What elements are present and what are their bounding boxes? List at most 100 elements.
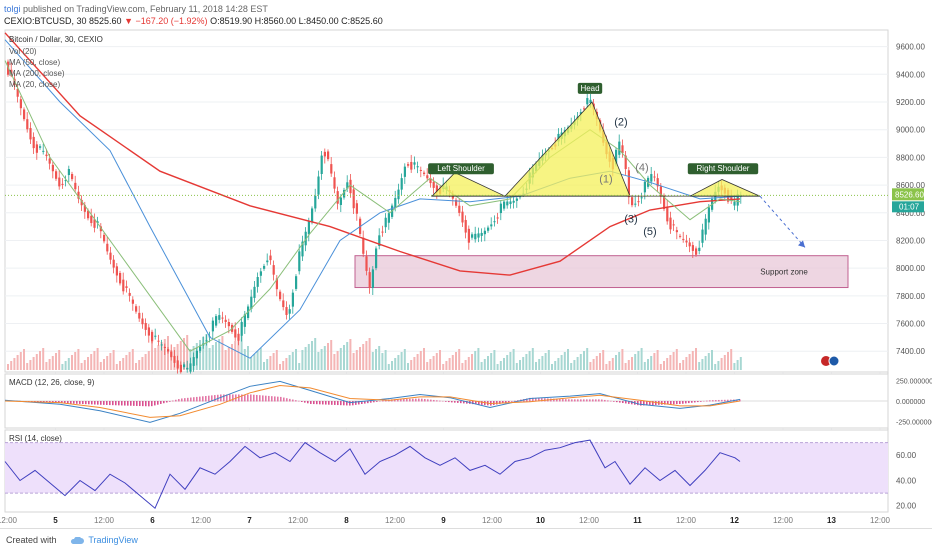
time-tick-label: 8 [344, 516, 349, 525]
candle-body [237, 333, 240, 341]
volume-bar [253, 354, 256, 370]
volume-bar [135, 363, 137, 370]
volume-bar [304, 347, 307, 370]
candle-body [211, 320, 214, 332]
candle-body [618, 141, 621, 155]
candle-body [387, 213, 390, 223]
candle-body [227, 322, 230, 327]
volume-bar [333, 354, 336, 370]
tradingview-link[interactable]: TradingView [70, 535, 138, 545]
volume-bar [711, 350, 713, 370]
candle-body [685, 240, 688, 243]
candle-body [464, 219, 467, 233]
volume-bar [320, 349, 323, 370]
last-price-value: 8526.60 [895, 190, 924, 199]
candle-body [170, 351, 173, 358]
candle-body [487, 227, 490, 231]
candle-body [730, 196, 733, 201]
macd-histogram-bar [175, 399, 177, 402]
volume-bar [96, 348, 99, 370]
volume-bar [640, 348, 643, 370]
candle-body [682, 238, 685, 240]
candle-body [119, 273, 122, 284]
volume-bar [650, 356, 653, 370]
volume-bar [144, 354, 147, 370]
macd-histogram-bar [571, 399, 573, 402]
macd-histogram-bar [415, 398, 417, 402]
volume-bar [599, 353, 601, 370]
volume-bar [583, 351, 585, 370]
volume-bar [298, 363, 301, 370]
candle-body [519, 196, 522, 198]
volume-bar [717, 361, 720, 370]
price-change: ▼ −167.20 (−1.92%) [124, 16, 208, 26]
rsi-panel: 60.00 40.00 20.00 RSI (14, close) [4, 429, 917, 513]
macd-histogram-bar [595, 399, 597, 402]
price-tick-label: 8800.00 [896, 153, 925, 162]
candle-body [733, 201, 736, 206]
candle-body [179, 364, 182, 373]
candle-body [323, 151, 326, 157]
volume-bar [413, 357, 416, 370]
candle-body [663, 195, 666, 210]
volume-bar [327, 343, 329, 370]
macd-histogram-bar [727, 399, 729, 402]
price-tick-label: 8600.00 [896, 181, 925, 190]
last-price-badge [892, 188, 924, 201]
macd-histogram-bar [100, 401, 102, 405]
price-tick-label: 7800.00 [896, 292, 925, 301]
candle-body [483, 230, 486, 235]
volume-bar [48, 359, 51, 370]
candle-body [218, 315, 221, 320]
candle-body [160, 344, 163, 346]
volume-bar [656, 350, 659, 370]
candle-body [656, 178, 659, 187]
volume-bar [707, 353, 710, 370]
volume-bar [247, 346, 249, 370]
macd-histogram-bar [307, 401, 309, 404]
volume-bar [323, 346, 326, 370]
volume-bar [109, 353, 112, 370]
macd-histogram-bar [538, 398, 540, 402]
volume-bar [563, 352, 566, 370]
legend-indicator: Vol (20) [9, 47, 37, 56]
macd-histogram-bar [586, 399, 588, 402]
macd-histogram-bar [508, 401, 510, 403]
macd-histogram-bar [202, 396, 204, 402]
volume-bar [659, 364, 662, 370]
volume-bar [474, 351, 477, 370]
macd-histogram-bar [505, 401, 507, 403]
time-tick-label: 9 [441, 516, 446, 525]
candle-body [285, 307, 288, 315]
volume-bar [45, 362, 48, 370]
macd-histogram-bar [64, 401, 66, 404]
macd-histogram-bar [154, 401, 156, 406]
projection-arrowhead [798, 240, 805, 248]
macd-histogram-bar [340, 401, 342, 406]
candle-body [435, 185, 438, 192]
candle-body [10, 69, 13, 74]
macd-label: MACD (12, 26, close, 9) [9, 378, 95, 387]
volume-bar [42, 348, 45, 370]
volume-bar [557, 358, 560, 370]
candle-body [679, 235, 682, 237]
macd-histogram-bar [655, 401, 657, 405]
author-name[interactable]: tolgi [4, 4, 21, 14]
macd-histogram-bar [541, 398, 543, 402]
volume-bar [666, 358, 669, 370]
candle-body [221, 317, 224, 319]
volume-bar [579, 354, 582, 370]
symbol-quote: CEXIO:BTCUSD, 30 8525.60 [4, 16, 122, 26]
macd-histogram-bar [220, 394, 222, 402]
macd-signal-line [4, 384, 741, 418]
volume-bar [51, 356, 54, 370]
macd-histogram-bar [604, 399, 606, 402]
candle-body [304, 231, 307, 246]
macd-histogram-bar [682, 401, 684, 404]
volume-bar [410, 360, 413, 370]
volume-bar [311, 341, 313, 370]
macd-histogram-bar [250, 394, 252, 402]
candle-body [467, 228, 470, 243]
macd-histogram-bar [337, 401, 339, 406]
volume-bar [416, 354, 419, 370]
